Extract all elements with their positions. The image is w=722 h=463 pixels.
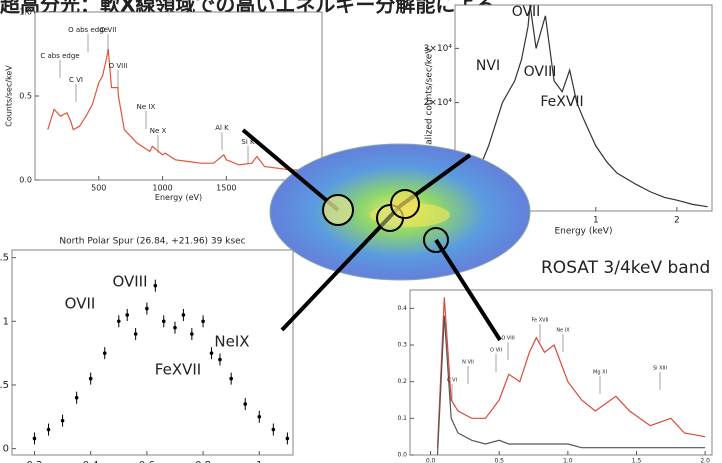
region (391, 190, 419, 218)
chart-title: North Polar Spur (26.84, +21.96) 39 ksec (59, 237, 245, 247)
x-tick-label: 2.0 (700, 458, 710, 463)
y-tick-label: 0.4 (397, 305, 407, 312)
annotation: OVII (65, 295, 96, 313)
point (125, 313, 129, 317)
point (229, 377, 233, 381)
point (103, 351, 107, 355)
annotation: C VI (69, 76, 83, 84)
annotation: FeXVII (155, 361, 201, 379)
x-axis-label: Energy (eV) (155, 193, 202, 202)
x-tick-label: 1000 (152, 184, 172, 193)
point (243, 402, 247, 406)
x-tick-label: 1.5 (632, 458, 642, 463)
annotation: Si XIII (653, 366, 667, 372)
point (210, 351, 214, 355)
annotation: C abs edge (40, 52, 79, 60)
y-tick-label: 0.0 (397, 452, 407, 459)
point (162, 320, 166, 324)
point (286, 437, 290, 441)
plot-frame (35, 12, 322, 180)
annotation: Mg XI (593, 370, 607, 376)
y-tick-label: 1.0 (19, 8, 32, 17)
annotation: Ne IX (137, 103, 156, 111)
annotation: O VII (100, 26, 117, 34)
y-tick-label: 0.5 (19, 92, 32, 101)
point (75, 396, 79, 400)
x-tick-label: 0.0 (426, 458, 436, 463)
annotation: OVIII (524, 64, 557, 80)
annotation: Ne IX (556, 328, 570, 334)
point (47, 428, 51, 432)
annotation: C VI (447, 378, 457, 384)
annotation: O VII (490, 348, 502, 354)
point (89, 377, 93, 381)
point (218, 358, 222, 362)
annotation: NVI (476, 58, 500, 74)
point (33, 437, 37, 441)
x-tick-label: 2 (674, 216, 680, 226)
annotation: NeIX (214, 333, 249, 351)
y-tick-label: 1.5 (0, 253, 9, 264)
annotation: O VIII (501, 336, 514, 342)
point (61, 419, 65, 423)
point (272, 428, 276, 432)
region (323, 195, 353, 225)
y-tick-label: 0.2 (397, 378, 407, 385)
point (134, 332, 138, 336)
plot-frame (12, 250, 293, 455)
point (145, 307, 149, 311)
y-tick-label: 0.5 (0, 380, 9, 391)
point (182, 313, 186, 317)
x-tick-label: 1500 (216, 184, 236, 193)
y-tick-label: 0 (3, 444, 9, 455)
slide: 超高分光：軟X線領域での高いエネルギー分解能による 50010001500200… (0, 0, 722, 463)
x-tick-label: 500 (91, 184, 106, 193)
point (173, 326, 177, 330)
y-tick-label: 0.3 (397, 342, 407, 349)
y-tick-label: 0.1 (397, 415, 407, 422)
y-tick-label: 0.0 (19, 176, 32, 185)
annotation: OVIII (112, 273, 147, 291)
y-tick-label: 1 (3, 316, 9, 327)
map-label: ROSAT 3/4keV band (541, 258, 710, 278)
annotation: FeXVII (540, 94, 583, 110)
y-axis-label: Counts/sec/keV (5, 65, 14, 127)
x-tick-label: 0.5 (494, 458, 504, 463)
annotation: OVII (512, 4, 541, 20)
annotation: Al K (215, 124, 229, 132)
point (190, 332, 194, 336)
point (257, 415, 261, 419)
point (154, 284, 158, 288)
annotation: N VII (462, 360, 474, 366)
annotation: Fe XVII (531, 318, 548, 324)
point (201, 320, 205, 324)
plot-frame (410, 290, 712, 455)
x-axis-label: Energy (keV) (555, 226, 613, 236)
x-tick-label: 1 (593, 216, 599, 226)
point (117, 320, 121, 324)
x-tick-label: 1.0 (563, 458, 573, 463)
annotation: O VIII (109, 62, 128, 70)
annotation: Ne X (150, 127, 167, 135)
